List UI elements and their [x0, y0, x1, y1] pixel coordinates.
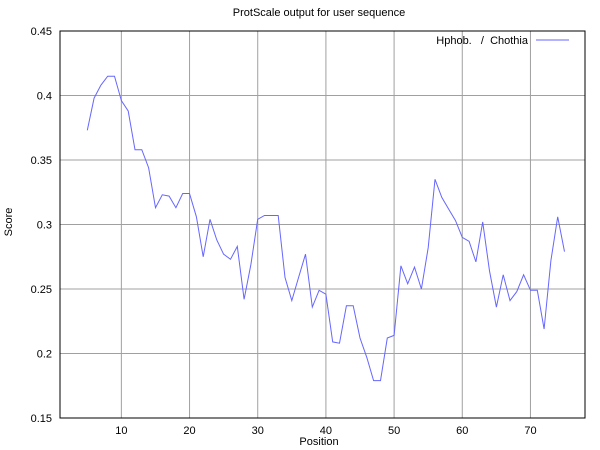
x-tick-label: 70 — [524, 425, 536, 437]
y-axis-label: Score — [3, 208, 15, 237]
x-tick-label: 40 — [320, 425, 332, 437]
y-tick-label: 0.25 — [31, 284, 52, 296]
data-series — [86, 75, 565, 382]
y-tick-label: 0.15 — [31, 413, 52, 425]
x-axis-label: Position — [299, 436, 338, 448]
x-tick-label: 50 — [388, 425, 400, 437]
y-tick-label: 0.45 — [31, 26, 52, 38]
legend: Hphob. / Chothia — [436, 35, 569, 47]
chart-title: ProtScale output for user sequence — [233, 7, 405, 19]
x-tick-label: 20 — [183, 425, 195, 437]
x-tick-label: 10 — [115, 425, 127, 437]
y-tick-label: 0.2 — [37, 349, 52, 361]
y-tick-label: 0.3 — [37, 220, 52, 232]
x-tick-label: 30 — [252, 425, 264, 437]
x-tick-label: 60 — [456, 425, 468, 437]
y-tick-label: 0.35 — [31, 155, 52, 167]
y-tick-label: 0.4 — [37, 91, 52, 103]
axis-ticks: 10 20 30 40 50 60 70 0.15 0.2 0.25 0.3 0.35 0.4 0.45 — [31, 26, 537, 437]
plot-frame — [59, 30, 586, 419]
series-line — [86, 75, 565, 382]
grid-lines — [60, 31, 585, 418]
legend-entry-label: Hphob. / Chothia — [436, 35, 529, 47]
